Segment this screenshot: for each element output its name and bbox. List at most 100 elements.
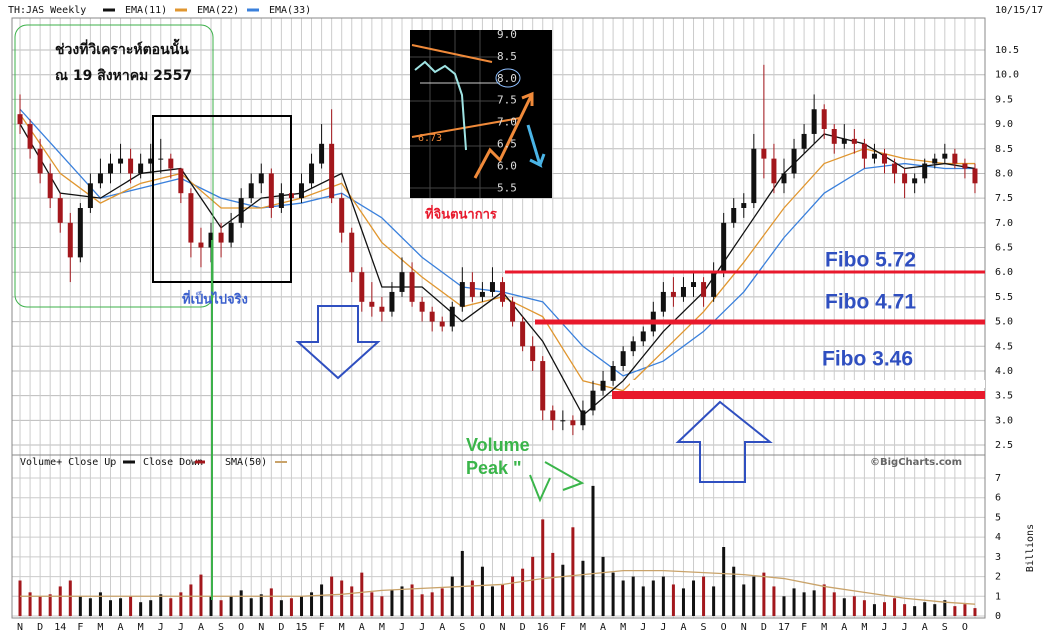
volume-bar xyxy=(531,556,535,616)
candle-body xyxy=(831,129,837,144)
x-tick-label: S xyxy=(942,622,948,633)
candle-body xyxy=(228,222,234,243)
volume-bar xyxy=(480,566,484,616)
candle-body xyxy=(479,291,485,297)
inset-tick: 5.5 xyxy=(497,181,517,194)
volume-bar xyxy=(28,592,32,616)
volume-bar xyxy=(360,572,364,616)
x-tick-label: N xyxy=(741,622,747,633)
x-tick-label: J xyxy=(902,622,908,633)
candle-body xyxy=(520,321,526,347)
x-tick-label: D xyxy=(761,622,767,633)
period-box xyxy=(152,115,292,283)
volume-bar xyxy=(310,592,314,616)
candle-body xyxy=(168,158,174,169)
volume-bar xyxy=(581,560,585,616)
layer xyxy=(17,64,978,616)
candle-body xyxy=(67,222,73,258)
candle-body xyxy=(972,168,978,184)
candle-body xyxy=(459,282,465,307)
x-tick-label: J xyxy=(399,622,405,633)
volume-bar xyxy=(963,604,967,616)
volume-bar xyxy=(470,580,474,616)
y-tick-label: 10.5 xyxy=(995,45,1019,56)
candle-body xyxy=(540,361,546,411)
actual-label: ที่เป็นไปจริง xyxy=(182,290,248,308)
volume-bar xyxy=(239,590,243,616)
x-tick-label: 14 xyxy=(54,622,66,633)
chart-title: TH:JAS Weekly xyxy=(8,5,86,16)
y-tick-label: 8.5 xyxy=(995,144,1013,155)
volume-tick-label: 6 xyxy=(995,493,1001,504)
candle-body xyxy=(530,346,536,362)
candle-body xyxy=(178,168,184,194)
volume-tick-label: 5 xyxy=(995,512,1001,523)
volume-bar xyxy=(330,576,334,616)
candle-body xyxy=(97,173,103,184)
volume-bar xyxy=(521,568,525,616)
candle-body xyxy=(640,331,646,342)
candle-body xyxy=(107,163,113,174)
volume-bar xyxy=(169,598,173,616)
candle-body xyxy=(711,272,717,297)
volume-tick-label: 3 xyxy=(995,552,1001,563)
volume-bar xyxy=(842,598,846,616)
volume-bar xyxy=(370,592,374,616)
volume-bar xyxy=(48,594,52,616)
inset-tick: 8.0 xyxy=(497,72,517,85)
candle-body xyxy=(359,272,365,302)
date: 10/15/17 xyxy=(995,5,1043,16)
inset-marker: 6.73 xyxy=(418,133,442,144)
x-tick-label: S xyxy=(218,622,224,633)
candle-body xyxy=(791,148,797,174)
candle-body xyxy=(952,153,958,164)
candle-body xyxy=(691,282,697,287)
volume-bar xyxy=(139,602,143,616)
candle-body xyxy=(761,148,767,159)
volume-bar xyxy=(78,596,82,616)
x-tick-label: A xyxy=(439,622,445,633)
legend-label: EMA(22) xyxy=(197,5,239,16)
inset: 6.73 9.0 8.5 8.0 7.5 7.0 6.5 6.0 5.5 xyxy=(410,28,552,198)
candle-body xyxy=(369,301,375,307)
x-tick-label: S xyxy=(701,622,707,633)
y-tick-label: 4.0 xyxy=(995,366,1013,377)
volume-bar xyxy=(380,596,384,616)
candle-body xyxy=(962,163,968,169)
candle-body xyxy=(841,138,847,144)
x-tick-label: J xyxy=(158,622,164,633)
x-tick-label: M xyxy=(580,622,586,633)
x-tick-label: J xyxy=(660,622,666,633)
x-tick-label: M xyxy=(138,622,144,633)
candle-body xyxy=(128,158,134,174)
candle-body xyxy=(731,208,737,223)
x-tick-label: F xyxy=(801,622,807,633)
volume-bar xyxy=(792,588,796,616)
peak-arrow xyxy=(544,461,585,491)
volume-bar xyxy=(159,594,163,616)
inset-tick: 7.5 xyxy=(497,94,517,107)
volume-bar xyxy=(450,576,454,616)
volume-bar xyxy=(883,602,887,616)
candle-body xyxy=(680,287,686,297)
volume-bar xyxy=(651,580,655,616)
volume-bar xyxy=(179,592,183,616)
x-tick-label: O xyxy=(962,622,968,633)
volume-bar xyxy=(621,580,625,616)
x-tick-label: O xyxy=(479,622,485,633)
x-tick-label: D xyxy=(520,622,526,633)
volume-tick-label: 4 xyxy=(995,532,1001,543)
y-tick-label: 6.0 xyxy=(995,267,1013,278)
volume-bar xyxy=(702,576,706,616)
candle-body xyxy=(851,138,857,144)
volume-bar xyxy=(631,576,635,616)
x-tick-label: M xyxy=(620,622,626,633)
x-tick-label: A xyxy=(118,622,124,633)
inset-price xyxy=(414,60,467,151)
candle-body xyxy=(550,410,556,421)
volume-bar xyxy=(722,547,726,616)
candle-body xyxy=(248,183,254,199)
candle-body xyxy=(902,173,908,184)
candle-body xyxy=(861,143,867,159)
